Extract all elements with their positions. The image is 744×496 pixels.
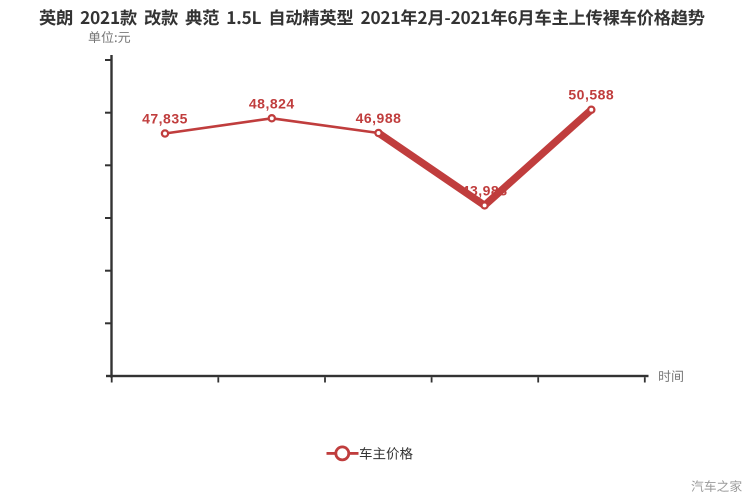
svg-text:46,988: 46,988	[356, 110, 402, 126]
svg-text:48,824: 48,824	[249, 95, 295, 111]
svg-text:43,988: 43,988	[462, 182, 508, 198]
svg-text:47,835: 47,835	[142, 111, 188, 127]
svg-text:50,588: 50,588	[568, 87, 614, 103]
